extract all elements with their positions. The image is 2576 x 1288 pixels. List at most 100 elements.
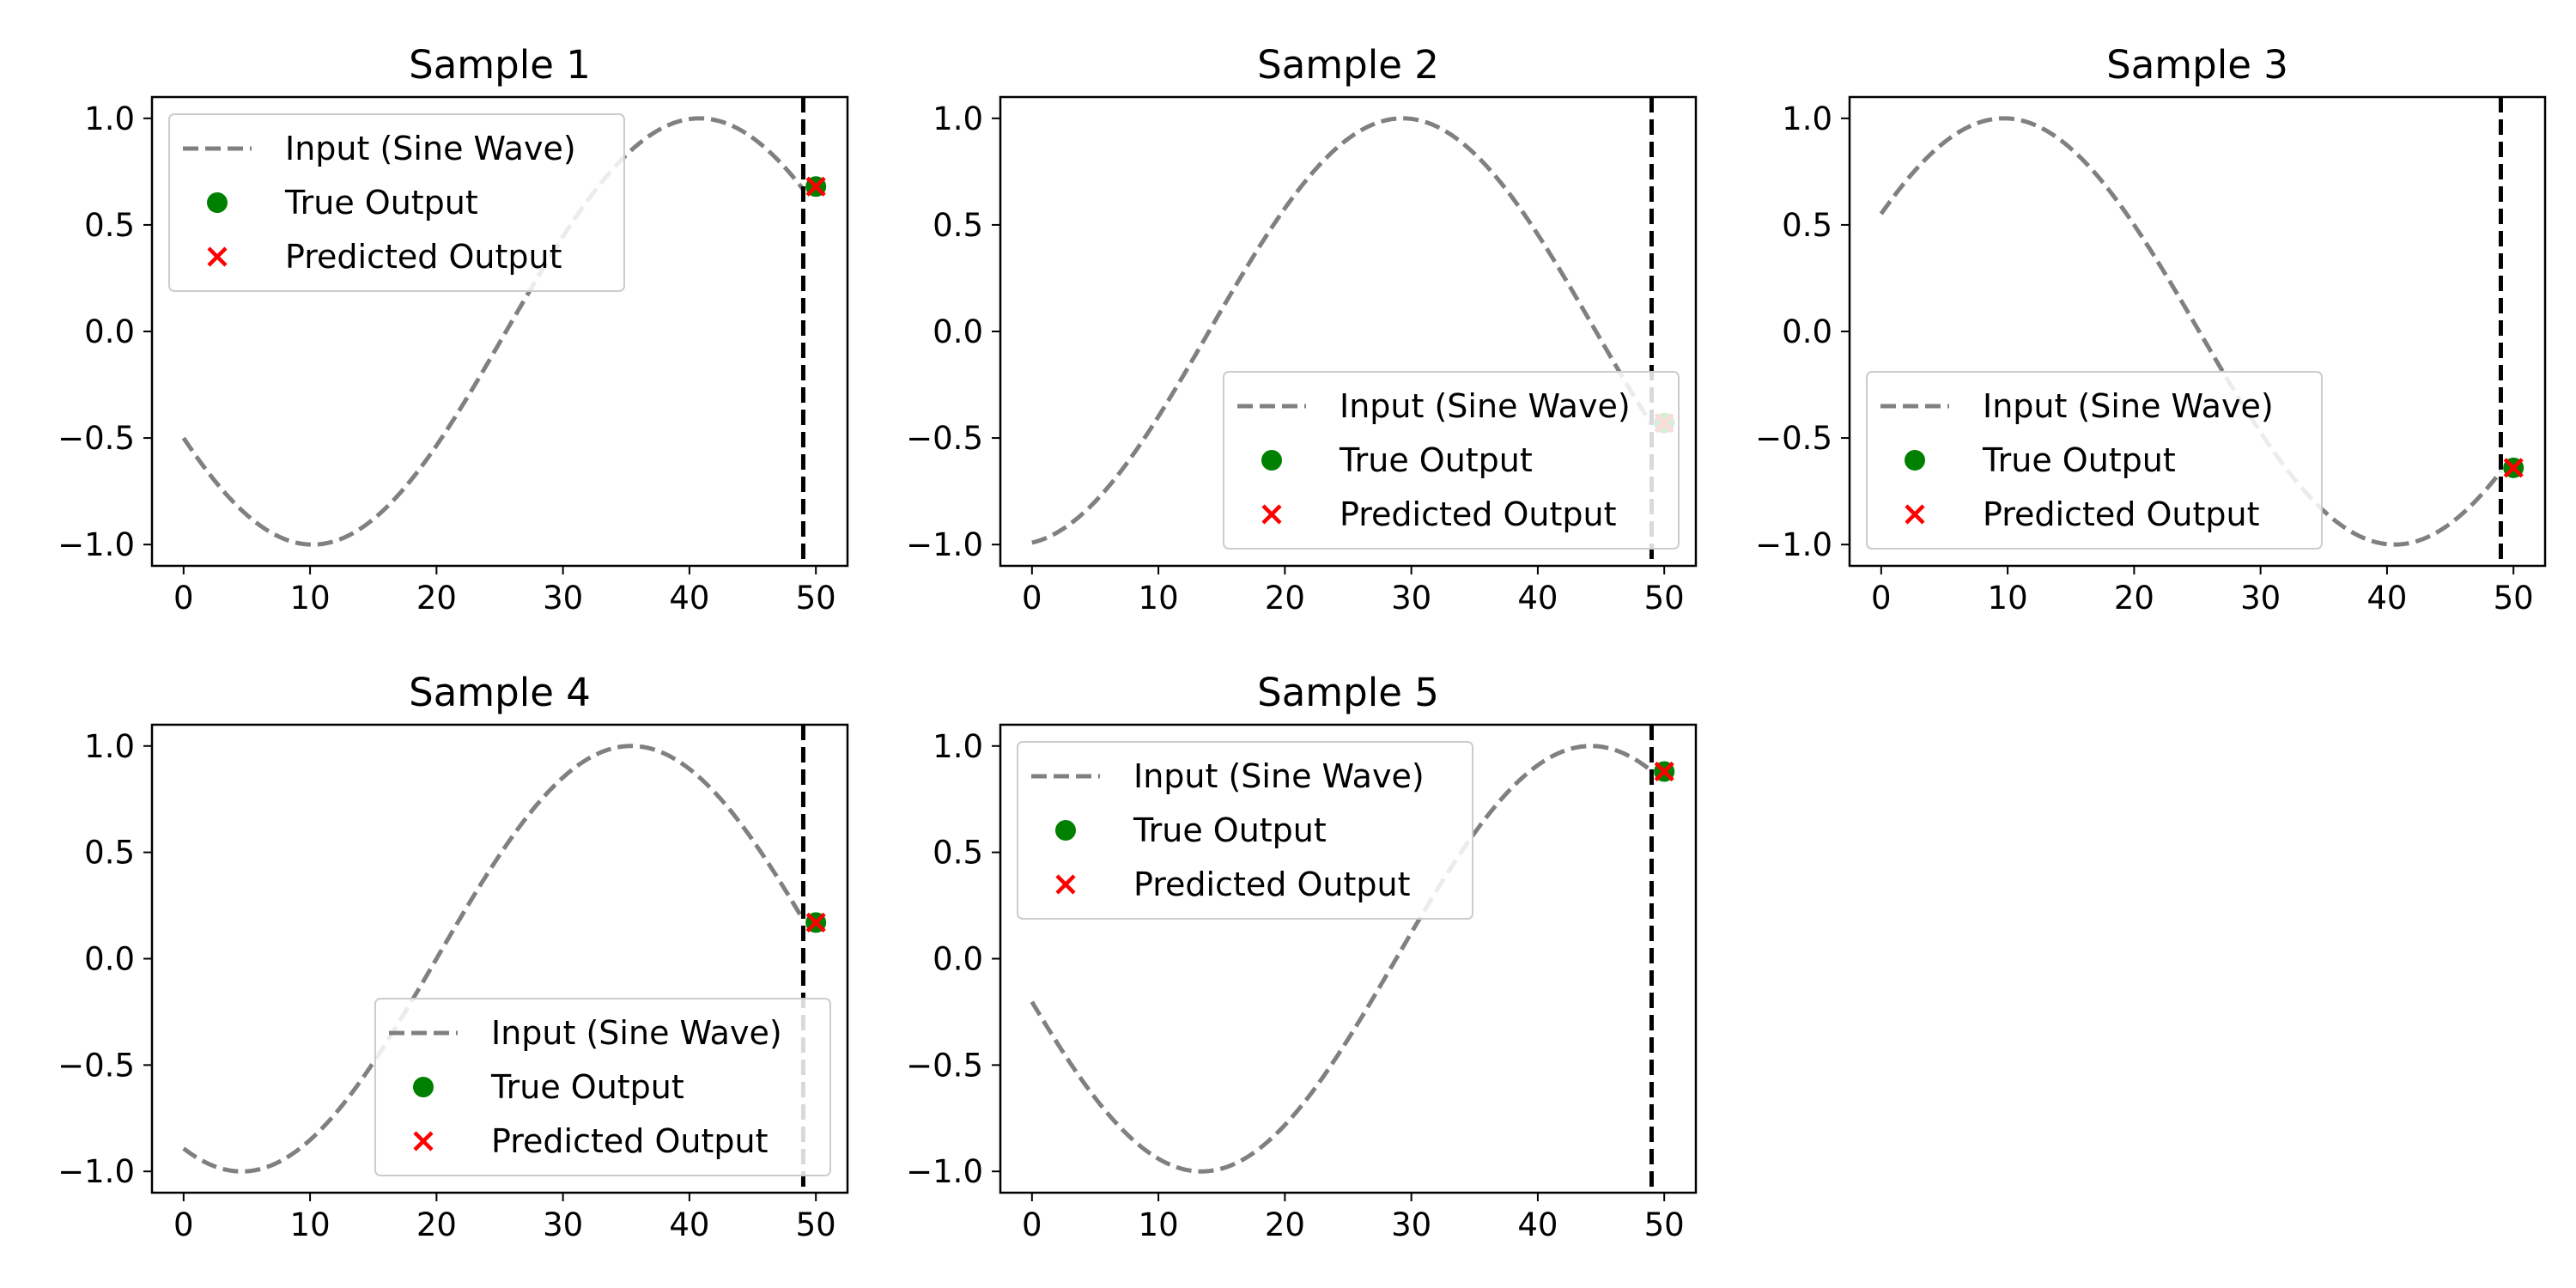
x-tick-label: 0 bbox=[1871, 580, 1892, 617]
subplot-title: Sample 1 bbox=[409, 42, 591, 88]
subplot-5: Sample 5 0 10 20 30 40 50 −1.0 −0.5 0.0 0.5 1.0 Inpu… bbox=[906, 670, 1698, 1243]
predicted-output-marker bbox=[2503, 458, 2524, 478]
x-tick-label: 50 bbox=[1644, 1206, 1685, 1243]
y-tick-label: 0.0 bbox=[933, 313, 983, 350]
input-sine-wave-line bbox=[1879, 116, 2503, 547]
predicted-output-marker bbox=[805, 912, 826, 933]
y-tick-label: 0.0 bbox=[84, 313, 135, 350]
subplot-title: Sample 3 bbox=[2106, 42, 2288, 88]
legend-entry-label: Predicted Output bbox=[491, 1122, 768, 1160]
legend-true-output-marker bbox=[413, 1077, 434, 1097]
y-tick-label: 1.0 bbox=[933, 728, 983, 765]
legend-box bbox=[1017, 741, 1473, 920]
legend-true-output-marker bbox=[1055, 820, 1076, 841]
x-tick-label: 10 bbox=[1988, 580, 2028, 617]
subplot-title: Sample 4 bbox=[409, 670, 591, 715]
legend-box bbox=[168, 113, 625, 292]
x-tick-label: 10 bbox=[290, 580, 331, 617]
x-tick-label: 50 bbox=[1644, 580, 1685, 617]
legend-box bbox=[1223, 371, 1680, 550]
y-tick-label: 0.5 bbox=[933, 207, 983, 244]
input-sine-wave-line bbox=[1031, 116, 1654, 545]
x-tick-label: 40 bbox=[1517, 580, 1558, 617]
y-tick-label: 1.0 bbox=[84, 728, 135, 765]
x-tick-label: 40 bbox=[669, 1206, 709, 1243]
legend: Input (Sine Wave) True Output Predicted Ou… bbox=[168, 113, 625, 292]
y-tick-label: 0.0 bbox=[1782, 313, 1832, 350]
y-tick-label: −0.5 bbox=[1755, 420, 1832, 457]
x-tick-label: 20 bbox=[1265, 580, 1305, 617]
legend-entry-label: Predicted Output bbox=[1133, 866, 1410, 903]
x-tick-label: 30 bbox=[543, 1206, 583, 1243]
subplot-3: Sample 3 0 10 20 30 40 50 −1.0 −0.5 0.0 0.5 1.0 Inpu… bbox=[1755, 42, 2547, 617]
x-tick-label: 40 bbox=[1517, 1206, 1558, 1243]
input-sine-wave-line bbox=[181, 116, 805, 547]
legend-box bbox=[1866, 371, 2323, 550]
predicted-output-marker bbox=[1654, 761, 1674, 782]
x-tick-label: 0 bbox=[173, 580, 194, 617]
legend: Input (Sine Wave) True Output Predicted Ou… bbox=[1866, 371, 2323, 550]
x-tick-label: 40 bbox=[669, 580, 709, 617]
y-tick-label: −1.0 bbox=[58, 526, 135, 563]
plot-area bbox=[181, 97, 827, 566]
legend-entry-label: True Output bbox=[490, 1068, 684, 1106]
y-tick-label: −0.5 bbox=[58, 420, 135, 457]
legend-entry-label: True Output bbox=[284, 184, 478, 222]
legend-predicted-output-marker bbox=[1905, 504, 1925, 525]
legend-predicted-output-marker bbox=[1055, 874, 1076, 895]
x-tick-label: 30 bbox=[2240, 580, 2281, 617]
subplot-title: Sample 2 bbox=[1257, 42, 1439, 88]
y-tick-label: 0.0 bbox=[84, 941, 135, 978]
x-tick-label: 30 bbox=[543, 580, 583, 617]
legend-predicted-output-marker bbox=[1261, 504, 1282, 525]
legend-true-output-marker bbox=[1905, 450, 1925, 471]
x-tick-label: 50 bbox=[2494, 580, 2534, 617]
x-tick-label: 10 bbox=[1139, 1206, 1179, 1243]
x-tick-label: 20 bbox=[1265, 1206, 1305, 1243]
subplot-2: Sample 2 0 10 20 30 40 50 −1.0 −0.5 0.0 0.5 1.0 Inpu… bbox=[906, 42, 1698, 617]
legend-box bbox=[374, 998, 831, 1176]
y-tick-label: 0.5 bbox=[1782, 207, 1832, 244]
y-tick-label: 0.5 bbox=[933, 835, 983, 872]
legend-entry-label: Input (Sine Wave) bbox=[1983, 387, 2274, 425]
x-tick-label: 20 bbox=[2114, 580, 2154, 617]
x-tick-label: 50 bbox=[796, 1206, 836, 1243]
predicted-output-marker bbox=[805, 176, 826, 197]
legend-predicted-output-marker bbox=[413, 1131, 434, 1151]
legend-true-output-marker bbox=[1261, 450, 1282, 471]
y-tick-label: 1.0 bbox=[1782, 100, 1832, 137]
legend-predicted-output-marker bbox=[207, 246, 228, 267]
y-tick-label: 1.0 bbox=[933, 100, 983, 137]
legend-true-output-marker bbox=[207, 192, 228, 213]
legend-entry-label: True Output bbox=[1339, 441, 1533, 479]
y-tick-label: 1.0 bbox=[84, 100, 135, 137]
y-tick-label: −0.5 bbox=[906, 420, 983, 457]
x-tick-label: 10 bbox=[1139, 580, 1179, 617]
legend: Input (Sine Wave) True Output Predicted Ou… bbox=[1223, 371, 1680, 550]
subplot-title: Sample 5 bbox=[1257, 670, 1439, 715]
legend: Input (Sine Wave) True Output Predicted Ou… bbox=[1017, 741, 1473, 920]
legend-entry-label: Predicted Output bbox=[1340, 495, 1616, 533]
legend-entry-label: Input (Sine Wave) bbox=[491, 1014, 782, 1052]
input-sine-wave-line bbox=[182, 744, 805, 1174]
legend-entry-label: True Output bbox=[1982, 441, 2176, 479]
x-tick-label: 0 bbox=[173, 1206, 194, 1243]
legend-entry-label: True Output bbox=[1133, 811, 1327, 849]
y-tick-label: 0.0 bbox=[933, 941, 983, 978]
y-tick-label: −1.0 bbox=[58, 1153, 135, 1190]
x-tick-label: 20 bbox=[416, 1206, 457, 1243]
x-tick-label: 30 bbox=[1391, 1206, 1431, 1243]
legend: Input (Sine Wave) True Output Predicted Ou… bbox=[374, 998, 831, 1176]
x-tick-label: 0 bbox=[1022, 1206, 1042, 1243]
x-tick-label: 50 bbox=[796, 580, 836, 617]
x-tick-label: 30 bbox=[1391, 580, 1431, 617]
y-tick-label: −0.5 bbox=[58, 1047, 135, 1084]
y-tick-label: 0.5 bbox=[84, 207, 135, 244]
y-tick-label: −1.0 bbox=[1755, 526, 1832, 563]
legend-entry-label: Input (Sine Wave) bbox=[1133, 757, 1425, 795]
y-tick-label: −1.0 bbox=[906, 1153, 983, 1190]
x-tick-label: 0 bbox=[1022, 580, 1042, 617]
subplot-4: Sample 4 0 10 20 30 40 50 −1.0 −0.5 0.0 0.5 1.0 Inpu… bbox=[58, 670, 849, 1243]
y-tick-label: 0.5 bbox=[84, 835, 135, 872]
